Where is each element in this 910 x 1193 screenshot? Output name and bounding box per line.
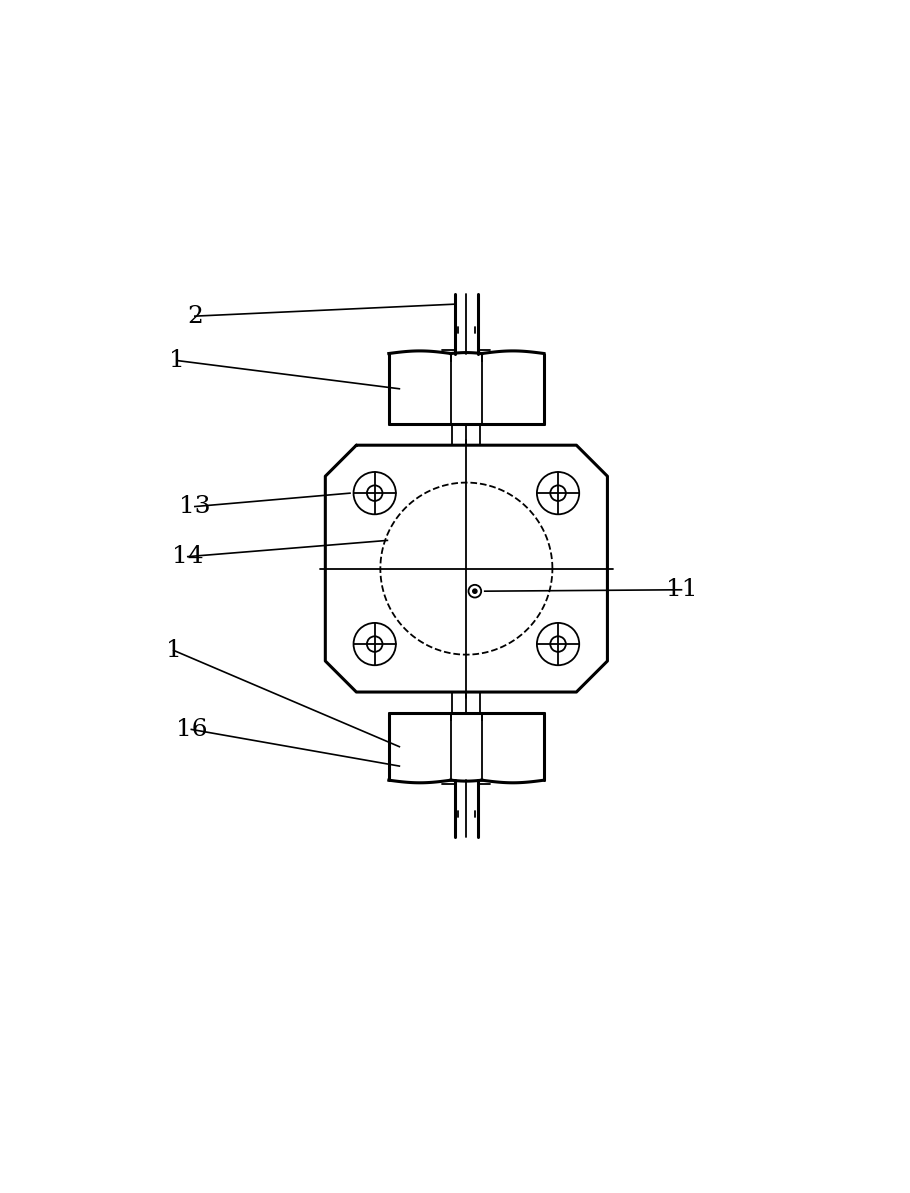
- Text: 1: 1: [166, 639, 182, 662]
- Text: 2: 2: [187, 304, 203, 328]
- Text: 16: 16: [176, 718, 207, 741]
- Text: 13: 13: [179, 495, 211, 518]
- Text: 1: 1: [169, 350, 185, 372]
- Circle shape: [472, 589, 477, 593]
- Text: 11: 11: [666, 579, 697, 601]
- Text: 14: 14: [172, 545, 204, 568]
